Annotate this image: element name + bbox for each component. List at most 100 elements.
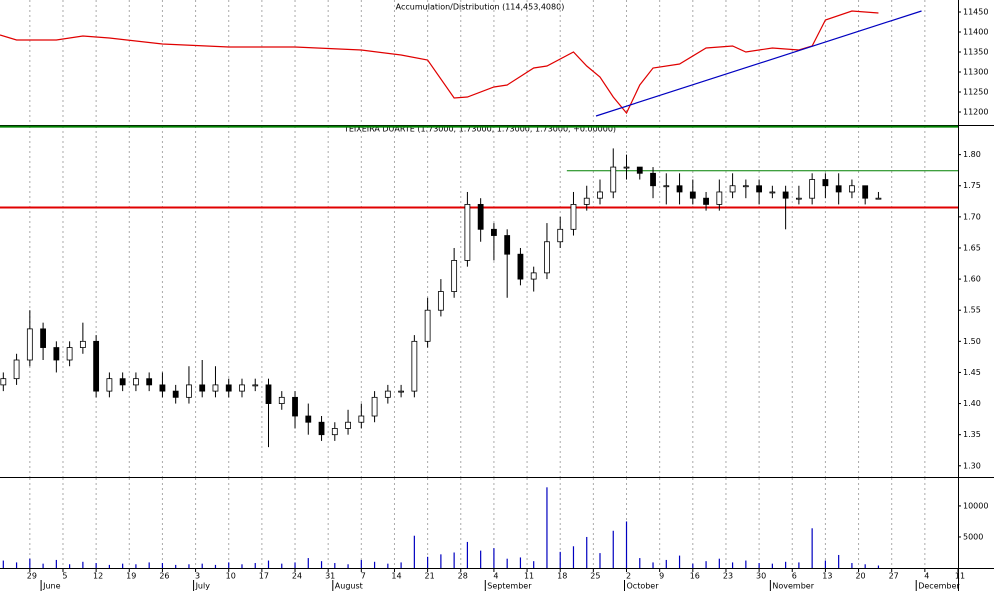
candle-body <box>610 166 617 193</box>
x-tick-label: 11 <box>955 572 965 581</box>
x-tick-label: 24 <box>292 572 302 581</box>
y-tick-label: 11400 <box>963 28 988 37</box>
candle-body <box>835 185 842 193</box>
candle-body <box>305 415 312 423</box>
x-tick-label: 25 <box>590 572 600 581</box>
volume-bar <box>148 562 150 568</box>
volume-bar <box>69 564 71 568</box>
volume-bar <box>15 562 18 568</box>
candle-body <box>862 185 869 199</box>
candle-body <box>40 328 46 348</box>
candle-body <box>159 384 166 392</box>
x-tick-label: 27 <box>889 572 899 581</box>
candle-body <box>278 396 285 404</box>
y-tick-label: 11350 <box>963 48 988 57</box>
candle-body <box>26 328 33 361</box>
candle-body <box>729 185 736 193</box>
candle-body <box>146 378 153 386</box>
volume-bar <box>214 564 217 568</box>
volume-bar <box>135 564 137 568</box>
volume-bar <box>347 564 349 568</box>
month-label: October <box>627 582 660 591</box>
y-tick-label: 11450 <box>963 8 988 17</box>
volume-bar <box>625 521 628 568</box>
x-tick-label: 21 <box>425 572 435 581</box>
y-tick-label: 1.40 <box>963 399 981 408</box>
candle-body <box>782 191 789 199</box>
x-tick-label: 4 <box>493 572 498 581</box>
candle-body <box>570 204 577 230</box>
y-tick-label: 5000 <box>963 532 983 541</box>
volume-bar <box>559 551 561 568</box>
y-tick-label: 1.55 <box>963 306 981 315</box>
y-tick-label: 1.50 <box>963 337 981 346</box>
x-tick-label: 6 <box>792 572 797 581</box>
x-tick-label: 13 <box>822 572 832 581</box>
volume-bar <box>731 562 734 568</box>
volume-bar <box>453 552 455 568</box>
candle-body <box>13 359 20 380</box>
candle-body <box>822 179 829 187</box>
y-tick-label: 1.75 <box>963 181 981 190</box>
y-tick-label: 11200 <box>963 108 988 117</box>
candle-body <box>703 197 709 205</box>
x-tick-label: 10 <box>226 572 236 581</box>
ad-title: Accumulation/Distribution (114,453,4080) <box>396 3 565 12</box>
x-tick-label: 14 <box>391 572 401 581</box>
volume-bar <box>864 564 866 568</box>
x-tick-label: 17 <box>259 572 269 581</box>
candle-body <box>106 378 113 392</box>
volume-bar <box>427 556 429 568</box>
volume-bar <box>811 528 813 568</box>
candle-body <box>557 228 564 243</box>
y-tick-label: 1.80 <box>963 150 981 159</box>
candle-body <box>650 172 656 187</box>
candle-body <box>358 415 365 423</box>
volume-bar <box>42 563 44 568</box>
x-tick-label: 26 <box>159 572 169 581</box>
candle-body <box>119 378 126 386</box>
month-label: November <box>772 582 814 591</box>
candle-body <box>742 185 749 188</box>
y-tick-label: 1.35 <box>963 430 981 439</box>
y-tick-label: 11300 <box>963 68 988 77</box>
volume-bar <box>480 550 482 568</box>
volume-bar <box>161 563 164 568</box>
candle-body <box>491 228 497 236</box>
volume-bar <box>572 546 575 568</box>
x-tick-label: 9 <box>659 572 664 581</box>
x-tick-label: 3 <box>195 572 200 581</box>
candle-body <box>583 197 590 205</box>
candle-body <box>252 384 259 387</box>
candle-body <box>477 204 484 230</box>
candle-body <box>239 384 245 392</box>
volume-bar <box>440 554 442 568</box>
candle-body <box>212 384 219 392</box>
candle-body <box>464 204 471 261</box>
volume-bar <box>281 563 283 568</box>
volume-bar <box>546 487 548 568</box>
candle-body <box>186 384 192 398</box>
volume-bar <box>82 561 84 568</box>
candle-body <box>623 166 630 169</box>
x-tick-label: 23 <box>723 572 733 581</box>
month-label: December <box>918 582 960 591</box>
x-tick-label: 20 <box>855 572 865 581</box>
candle-body <box>756 185 763 193</box>
candle-body <box>437 291 444 311</box>
candle-body <box>795 197 802 200</box>
candle-body <box>504 235 511 255</box>
candle-body <box>544 241 550 274</box>
volume-bar <box>798 562 800 568</box>
volume-bar <box>241 564 243 568</box>
line-series <box>0 10 879 115</box>
candle-body <box>133 378 139 386</box>
candle-body <box>769 191 776 194</box>
candle-body <box>265 384 272 404</box>
x-tick-label: 18 <box>557 572 567 581</box>
y-tick-label: 11250 <box>963 88 988 97</box>
candle-body <box>451 260 458 292</box>
volume-bar <box>771 563 773 568</box>
candle-body <box>225 384 232 392</box>
